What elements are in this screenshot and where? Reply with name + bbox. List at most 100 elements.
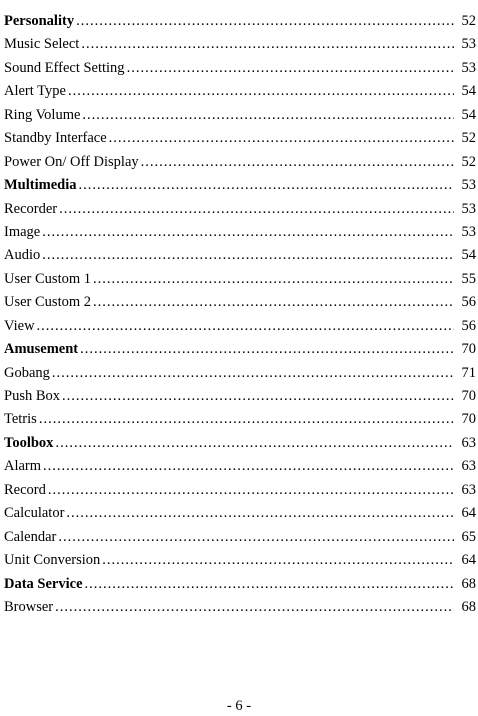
dot-leader [82,104,454,127]
dot-leader [59,198,454,221]
toc-entry-title: Toolbox [4,434,54,451]
dot-leader [48,479,454,502]
toc-entry-page: 56 [461,294,477,311]
toc-entry: Gobang 71 [4,362,476,385]
toc-entry-page: 68 [461,575,477,592]
toc-entry-page: 64 [461,552,477,569]
dot-leader [62,385,454,408]
dot-leader [76,10,454,33]
toc-entry-title: Power On/ Off Display [4,153,139,170]
toc-entry: Unit Conversion 64 [4,549,476,572]
toc-entry: Data Service 68 [4,573,476,596]
toc-entry-page: 63 [461,434,477,451]
toc-entry: Calendar 65 [4,526,476,549]
dot-leader [66,502,454,525]
dot-leader [93,291,454,314]
toc-entry-title: Personality [4,13,75,29]
toc-entry-title: User Custom 1 [4,270,91,287]
toc-entry-page: 70 [461,388,477,404]
dot-leader [141,151,454,174]
toc-entry-page: 54 [461,106,477,123]
dot-leader [37,315,454,338]
dot-leader [55,432,454,455]
toc-entry-title: Tetris [4,411,37,428]
toc-entry: Alert Type 54 [4,80,476,103]
toc-entry-page: 54 [461,83,477,100]
toc-entry-title: View [4,317,35,334]
dot-leader [102,549,454,572]
toc-entry-title: Recorder [4,200,58,217]
toc-entry-page: 53 [461,177,477,194]
toc-entry-page: 53 [461,36,477,53]
toc-entry: Standby Interface 52 [4,127,476,150]
toc-entry: User Custom 1 55 [4,268,476,291]
toc-entry-title: Calculator [4,505,65,522]
toc-entry: Browser 68 [4,596,476,619]
toc-entry-page: 52 [461,13,477,29]
toc-entry-page: 53 [461,223,477,240]
dot-leader [42,244,454,267]
toc-entry-title: Unit Conversion [4,552,101,569]
toc-entry-page: 70 [461,341,477,358]
dot-leader [43,455,454,478]
dot-leader [42,221,454,244]
toc-entry: Ring Volume 54 [4,104,476,127]
toc-entry-page: 70 [461,411,477,428]
dot-leader [39,408,454,431]
page-number: - 6 - [226,698,252,714]
toc-entry: Record 63 [4,479,476,502]
toc-entry-title: Record [4,481,46,498]
toc-entry-page: 64 [461,505,477,522]
toc-entry-page: 56 [461,317,477,334]
toc-entry: Multimedia 53 [4,174,476,197]
toc-entry-title: Gobang [4,364,50,381]
toc-entry-page: 63 [461,481,477,498]
dot-leader [58,526,454,549]
toc-entry: User Custom 2 56 [4,291,476,314]
table-of-contents: Personality 52 Music Select 53 Sound Effec… [4,10,476,619]
dot-leader [52,362,454,385]
toc-entry: Music Select 53 [4,33,476,56]
toc-entry: Sound Effect Setting 53 [4,57,476,80]
toc-entry: Push Box 70 [4,385,476,408]
toc-entry-title: Amusement [4,341,79,358]
toc-entry: Amusement 70 [4,338,476,361]
toc-entry: Alarm 63 [4,455,476,478]
toc-entry: Personality 52 [4,10,476,33]
toc-entry-page: 65 [461,528,477,545]
toc-entry-title: Alarm [4,458,42,475]
toc-entry: Image 53 [4,221,476,244]
toc-entry: Tetris 70 [4,408,476,431]
toc-entry-page: 63 [461,458,477,475]
toc-entry-title: Ring Volume [4,106,81,123]
toc-entry-title: Browser [4,598,54,615]
toc-entry: Audio 54 [4,244,476,267]
toc-entry-page: 52 [461,130,477,147]
toc-entry-page: 53 [461,59,477,76]
toc-entry-title: Multimedia [4,177,77,194]
toc-entry: Toolbox 63 [4,432,476,455]
toc-entry-title: Music Select [4,36,80,53]
dot-leader [79,174,455,197]
dot-leader [55,596,454,619]
dot-leader [93,268,454,291]
toc-entry-page: 54 [461,247,477,264]
toc-entry-title: Alert Type [4,83,66,100]
toc-entry-page: 53 [461,200,477,217]
toc-entry-title: Sound Effect Setting [4,59,125,76]
toc-entry-title: Push Box [4,388,61,404]
dot-leader [80,338,454,361]
toc-entry-title: Image [4,223,41,240]
dot-leader [109,127,454,150]
toc-entry-title: Audio [4,247,41,264]
dot-leader [68,80,454,103]
toc-entry-page: 71 [461,364,477,381]
toc-entry: Power On/ Off Display 52 [4,151,476,174]
dot-leader [81,33,454,56]
toc-entry-page: 52 [461,153,477,170]
toc-entry-title: Data Service [4,575,83,592]
toc-entry-title: Calendar [4,528,57,545]
toc-entry-title: User Custom 2 [4,294,91,311]
toc-entry: View 56 [4,315,476,338]
toc-entry-page: 55 [461,270,477,287]
